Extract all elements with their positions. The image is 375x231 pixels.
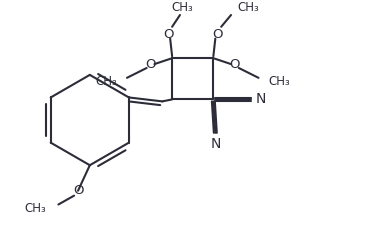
Text: O: O [230,58,240,71]
Text: N: N [210,137,220,151]
Text: O: O [212,28,222,41]
Text: CH₃: CH₃ [171,1,193,14]
Text: CH₃: CH₃ [95,75,117,88]
Text: CH₃: CH₃ [25,202,46,215]
Text: O: O [163,28,174,41]
Text: N: N [255,92,266,106]
Text: O: O [145,58,156,71]
Text: O: O [73,184,83,197]
Text: CH₃: CH₃ [268,75,290,88]
Text: CH₃: CH₃ [237,1,259,14]
